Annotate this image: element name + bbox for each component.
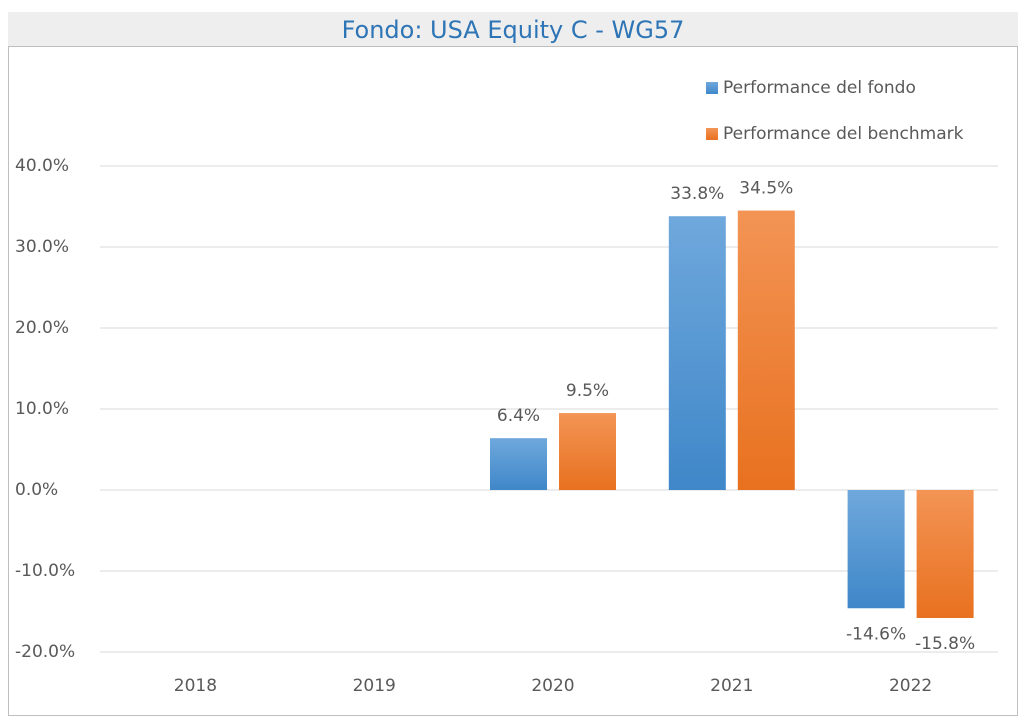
value-label: 9.5% [566, 381, 609, 401]
y-tick-label: 10.0% [15, 399, 69, 419]
x-tick-label: 2018 [174, 676, 217, 696]
chart-border [8, 46, 1018, 716]
x-tick-label: 2020 [531, 676, 574, 696]
bar [916, 490, 974, 618]
value-label: 33.8% [670, 184, 724, 204]
value-label: -14.6% [846, 624, 906, 644]
legend-swatch [706, 128, 718, 140]
chart-title: Fondo: USA Equity C - WG57 [342, 16, 685, 44]
bar [737, 210, 795, 491]
y-tick-label: 40.0% [15, 156, 69, 176]
y-tick-label: 20.0% [15, 318, 69, 338]
value-label: 34.5% [739, 179, 793, 199]
bar [668, 216, 726, 490]
bar [490, 438, 547, 490]
legend-label: Performance del benchmark [723, 124, 964, 144]
legend-label: Performance del fondo [723, 78, 916, 98]
x-tick-label: 2019 [353, 676, 396, 696]
value-label: -15.8% [915, 634, 975, 654]
title-bar [8, 12, 1018, 46]
y-tick-label: 30.0% [15, 237, 69, 257]
value-label: 6.4% [497, 406, 540, 426]
x-tick-label: 2021 [710, 676, 753, 696]
y-tick-label: 0.0% [15, 480, 58, 500]
bar [559, 413, 616, 490]
x-tick-label: 2022 [889, 676, 932, 696]
bar [847, 490, 905, 609]
y-tick-label: -10.0% [15, 561, 75, 581]
y-tick-label: -20.0% [15, 642, 75, 662]
legend-swatch [706, 82, 718, 94]
